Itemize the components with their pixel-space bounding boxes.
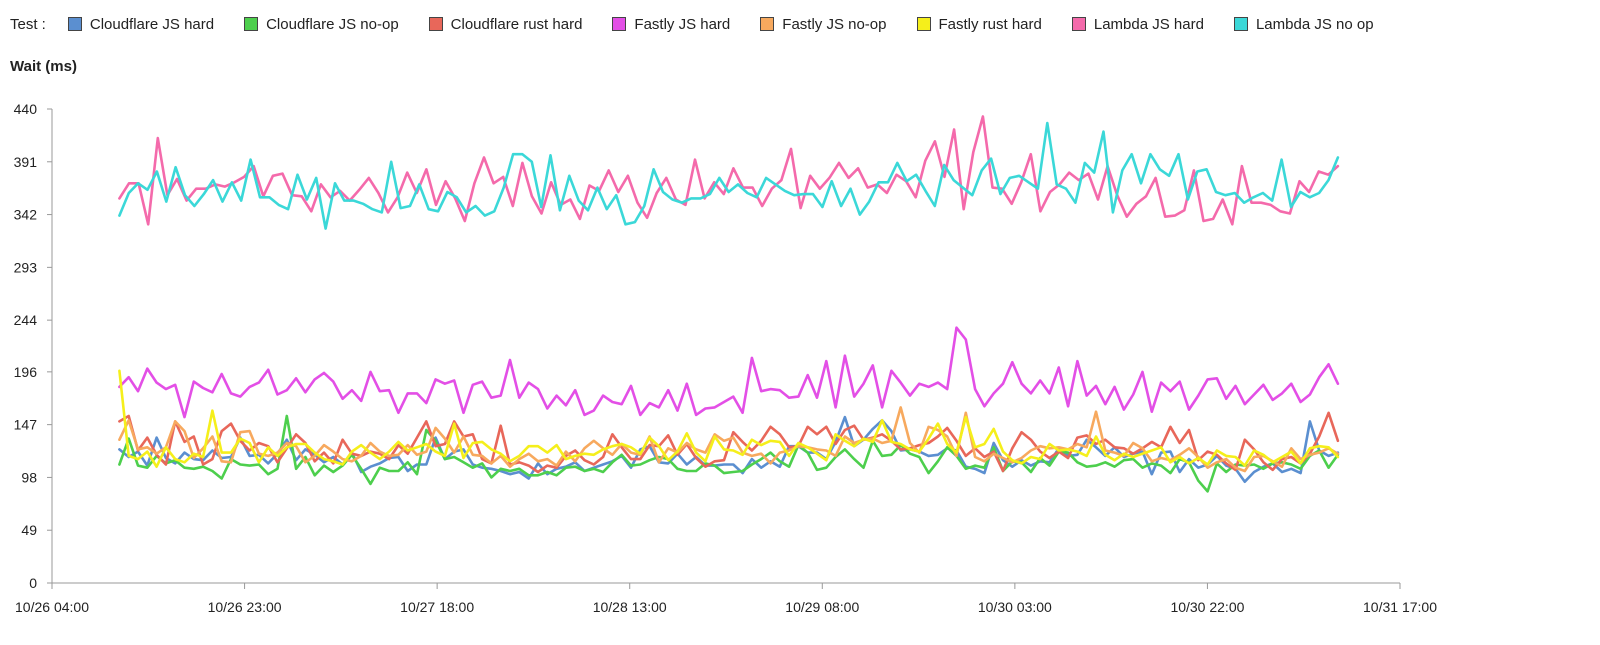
y-tick-label: 440 xyxy=(14,101,38,117)
legend-item[interactable]: Fastly JS no-op xyxy=(760,15,887,33)
legend-item[interactable]: Lambda JS no op xyxy=(1233,15,1374,33)
legend-swatch xyxy=(1071,17,1086,31)
legend-item[interactable]: Cloudflare rust hard xyxy=(428,15,583,33)
legend-label: Fastly rust hard xyxy=(938,15,1042,33)
y-tick-label: 98 xyxy=(21,469,37,485)
y-tick-label: 391 xyxy=(14,154,38,170)
legend-item[interactable]: Fastly JS hard xyxy=(612,16,730,33)
x-tick-label: 10/26 04:00 xyxy=(15,599,89,615)
legend-label: Fastly JS no-op xyxy=(782,15,887,33)
y-tick-label: 196 xyxy=(14,364,38,380)
legend-label: Cloudflare JS hard xyxy=(89,15,215,33)
legend-label: Lambda JS hard xyxy=(1093,15,1204,33)
legend-label: Fastly JS hard xyxy=(634,15,731,33)
legend-swatch xyxy=(67,17,82,31)
y-tick-label: 244 xyxy=(14,312,38,328)
y-tick-label: 293 xyxy=(14,259,38,275)
y-tick-label: 147 xyxy=(14,417,38,433)
legend-item[interactable]: Lambda JS hard xyxy=(1071,15,1204,33)
y-tick-label: 0 xyxy=(29,575,37,591)
legend-item[interactable]: Fastly rust hard xyxy=(916,15,1042,33)
legend-swatch xyxy=(428,17,443,31)
legend-label: Cloudflare rust hard xyxy=(450,15,583,33)
legend-label: Cloudflare JS no-op xyxy=(266,15,399,33)
x-tick-label: 10/31 17:00 xyxy=(1363,599,1437,615)
legend-title: Test : xyxy=(10,15,46,33)
y-axis-label: Wait (ms) xyxy=(10,58,77,75)
y-tick-label: 342 xyxy=(14,207,38,223)
legend-item[interactable]: Cloudflare JS no-op xyxy=(244,16,399,33)
legend-swatch xyxy=(244,17,259,31)
legend-swatch xyxy=(760,17,775,31)
x-tick-label: 10/29 08:00 xyxy=(785,599,859,615)
chart-legend: Test : Cloudflare JS hard Cloudflare JS n… xyxy=(10,13,1404,35)
series-line xyxy=(118,369,1340,469)
legend-swatch xyxy=(1233,17,1248,31)
x-tick-label: 10/27 18:00 xyxy=(400,599,474,615)
legend-swatch xyxy=(916,17,931,31)
x-tick-label: 10/30 03:00 xyxy=(978,599,1052,615)
series-line xyxy=(118,411,1340,474)
series-line xyxy=(118,326,1340,419)
y-tick-label: 49 xyxy=(21,522,37,538)
x-tick-label: 10/28 13:00 xyxy=(593,599,667,615)
legend-label: Lambda JS no op xyxy=(1255,15,1374,33)
series-line xyxy=(118,121,1340,230)
x-tick-label: 10/26 23:00 xyxy=(208,599,282,615)
series-line xyxy=(118,406,1340,473)
series-line xyxy=(118,414,1340,493)
x-tick-label: 10/30 22:00 xyxy=(1170,599,1244,615)
series-line xyxy=(118,115,1340,226)
legend-swatch xyxy=(612,17,627,31)
legend-item[interactable]: Cloudflare JS hard xyxy=(67,15,215,33)
